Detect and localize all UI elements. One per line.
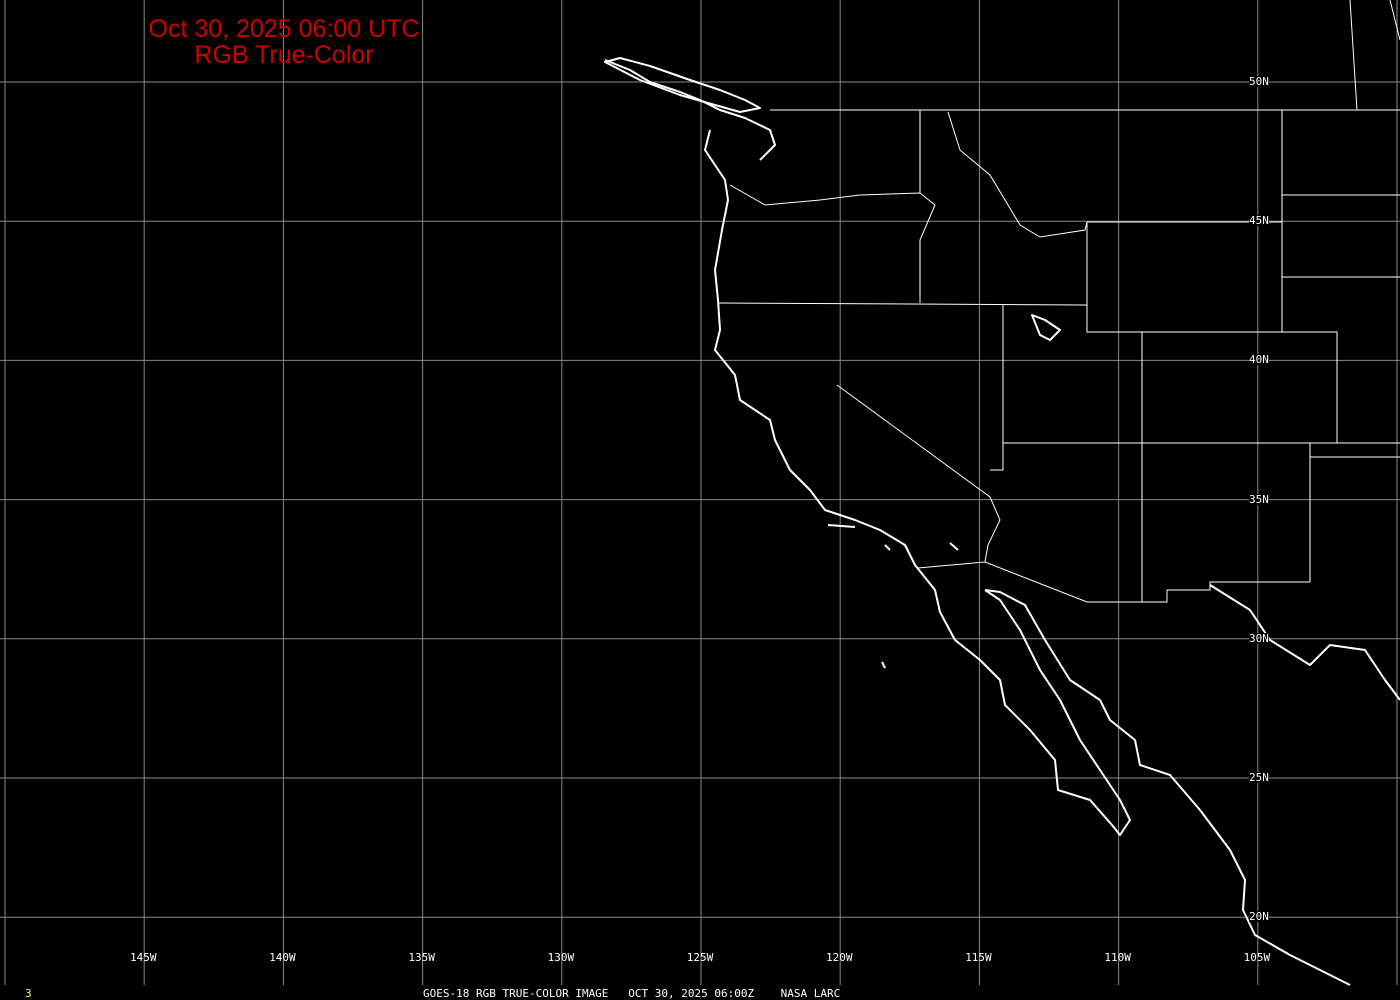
mt-wy-border	[1086, 221, 1282, 333]
coastlines	[604, 57, 1400, 986]
title-product: RGB True-Color	[194, 41, 374, 69]
ca-nv-border	[836, 384, 1001, 563]
id-mt-border	[947, 111, 1088, 238]
political-borders	[717, 0, 1400, 603]
vancouver-island	[604, 57, 761, 113]
latitude-label: 50N	[1249, 75, 1269, 88]
longitude-label: 145W	[130, 951, 157, 964]
title-datetime: Oct 30, 2025 06:00 UTC	[148, 15, 420, 43]
co-border	[1142, 331, 1338, 443]
latitude-label: 20N	[1249, 910, 1269, 924]
channel-islands	[827, 524, 959, 551]
longitude-label: 125W	[686, 951, 714, 964]
gulf-of-california-coast	[984, 589, 1351, 986]
longitude-label: 130W	[547, 951, 575, 964]
nm-tx-border	[1309, 443, 1400, 582]
longitude-label: 135W	[408, 951, 435, 964]
longitude-label: 105W	[1243, 951, 1271, 964]
latitude-label: 45N	[1249, 214, 1269, 228]
image-caption: GOES-18 RGB TRUE-COLOR IMAGE OCT 30, 202…	[423, 987, 841, 1000]
longitude-label: 115W	[965, 951, 992, 964]
longitude-label: 120W	[826, 951, 853, 964]
gulf-of-mexico-coast	[1209, 584, 1400, 701]
or-ca-border	[717, 302, 1088, 306]
longitude-label: 140W	[269, 951, 296, 964]
longitude-label: 110W	[1104, 951, 1131, 964]
latitude-label: 35N	[1249, 492, 1269, 506]
frame-number: 3	[25, 987, 32, 1000]
latitude-label: 25N	[1249, 771, 1269, 784]
us-pacific-coast	[704, 129, 1131, 836]
guadalupe-island	[881, 661, 886, 669]
bc-coast	[604, 59, 776, 161]
wa-or-border	[729, 184, 936, 303]
latitude-label: 40N	[1249, 353, 1269, 367]
latitude-label: 30N	[1249, 631, 1269, 645]
us-mexico-border	[917, 561, 1310, 603]
canada-border-north	[1349, 0, 1400, 111]
nv-ut-border	[990, 305, 1004, 471]
wy-border	[1281, 110, 1400, 332]
great-salt-lake	[1031, 314, 1061, 341]
